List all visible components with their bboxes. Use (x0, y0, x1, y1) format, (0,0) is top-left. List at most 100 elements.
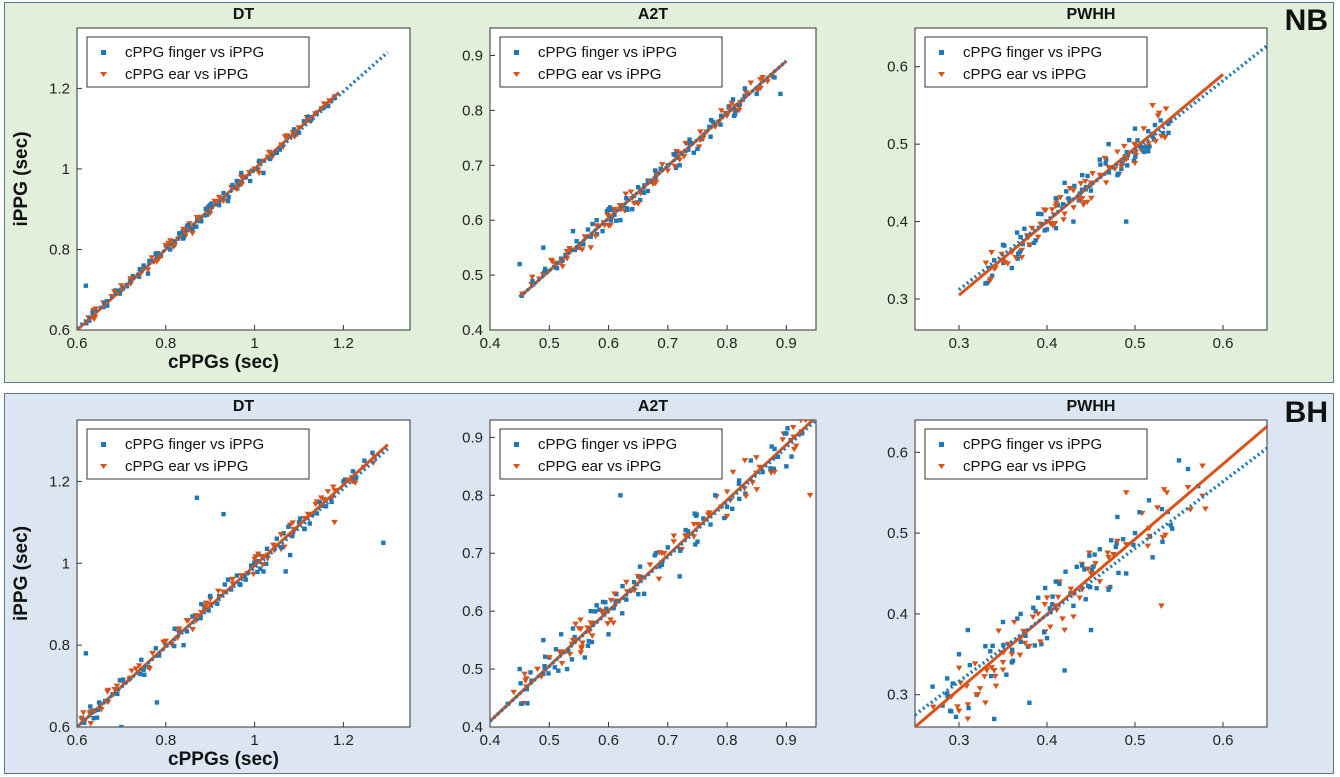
ear-point (771, 469, 778, 476)
finger-point (588, 608, 593, 614)
finger-point (137, 266, 142, 272)
finger-point (988, 673, 994, 679)
x-tick-label: 0.3 (949, 335, 970, 352)
finger-point (541, 637, 546, 643)
plot-title: DT (233, 398, 255, 415)
ear-point (1131, 160, 1139, 167)
finger-point (983, 644, 988, 649)
finger-point (1015, 256, 1020, 261)
ear-point (671, 163, 679, 170)
ear-point (682, 140, 689, 147)
finger-point (247, 178, 253, 184)
legend-box (924, 36, 1148, 88)
ear-point (559, 264, 566, 270)
ear-point (521, 671, 528, 678)
ear-point (753, 455, 760, 461)
ear-point (971, 661, 979, 667)
ear-point (189, 626, 197, 633)
ear-point (1155, 110, 1163, 116)
finger-point (1018, 611, 1023, 617)
ear-point (735, 107, 743, 114)
finger-point (772, 75, 777, 80)
finger-point (581, 242, 586, 247)
ear-point (578, 644, 586, 650)
plot-marks (517, 59, 788, 299)
finger-point (967, 662, 973, 668)
y-tick-label: 0.7 (462, 545, 483, 562)
ear-point (1104, 550, 1111, 556)
finger-point (600, 228, 605, 234)
finger-point (677, 163, 682, 168)
finger-point (658, 166, 663, 171)
ear-point (510, 689, 518, 696)
legend-ear-marker (513, 464, 520, 469)
ear-point (749, 480, 756, 486)
ear-point (1029, 614, 1037, 620)
finger-point (256, 158, 262, 164)
finger-point (274, 536, 279, 541)
finger-point (181, 642, 186, 648)
finger-point (141, 667, 146, 672)
finger-point (528, 670, 533, 675)
ear-point (1087, 571, 1095, 577)
ear-point (254, 551, 262, 557)
finger-point (1158, 118, 1163, 123)
ear-point (277, 532, 285, 538)
finger-point (1044, 635, 1050, 641)
ear-point (577, 617, 584, 623)
finger-point (784, 464, 789, 469)
y-tick-label: 0.6 (462, 212, 483, 229)
finger-point (83, 651, 89, 656)
finger-fit-line (957, 44, 1267, 292)
ear-point (623, 579, 630, 586)
plot-marks (915, 425, 1267, 727)
finger-point (772, 446, 777, 452)
finger-point (1176, 458, 1182, 463)
y-tick-label: 0.6 (49, 322, 70, 339)
finger-point (606, 207, 611, 212)
plot-title: PWHH (1067, 398, 1116, 415)
finger-point (194, 495, 200, 500)
finger-point (1031, 240, 1037, 246)
finger-point (569, 657, 575, 662)
ear-point (1101, 155, 1109, 162)
finger-point (695, 146, 700, 151)
finger-point (743, 491, 748, 496)
finger-point (518, 681, 523, 686)
finger-point (1020, 241, 1025, 247)
finger-point (1044, 227, 1050, 232)
finger-point (737, 496, 742, 502)
finger-point (1150, 555, 1155, 560)
ear-point (604, 212, 611, 218)
finger-point (722, 515, 727, 521)
finger-point (1009, 660, 1014, 665)
ear-point (1144, 543, 1152, 550)
x-tick-label: 0.8 (155, 732, 176, 749)
finger-point (1017, 249, 1023, 255)
ear-point (627, 189, 635, 195)
finger-point (1066, 196, 1071, 201)
legend-finger-label: cPPG finger vs iPPG (125, 44, 264, 61)
y-tick-label: 0.7 (462, 157, 483, 174)
finger-point (222, 582, 228, 587)
finger-point (589, 639, 595, 645)
finger-point (258, 566, 263, 571)
finger-point (199, 602, 204, 607)
finger-point (542, 266, 548, 272)
ear-point (670, 539, 678, 545)
ear-point (742, 493, 750, 500)
ear-point (990, 668, 998, 674)
ear-point (265, 149, 273, 156)
ear-point (999, 659, 1007, 666)
legend-ear-label: cPPG ear vs iPPG (538, 458, 661, 475)
ear-point (1066, 186, 1074, 192)
finger-point (97, 700, 102, 705)
finger-point (517, 261, 522, 267)
finger-point (556, 668, 561, 673)
x-tick-label: 0.6 (67, 335, 88, 352)
finger-point (769, 444, 774, 449)
y-tick-label: 0.4 (887, 606, 908, 623)
finger-point (1062, 668, 1067, 673)
ear-point (622, 191, 630, 197)
legend-box (499, 36, 723, 88)
